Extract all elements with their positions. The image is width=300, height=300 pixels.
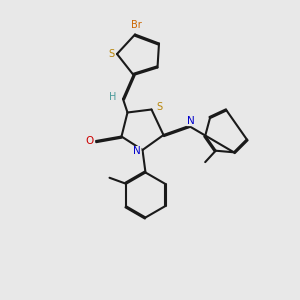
Text: H: H (109, 92, 116, 103)
Text: S: S (156, 101, 162, 112)
Text: O: O (86, 136, 94, 146)
Text: N: N (187, 116, 194, 126)
Text: N: N (133, 146, 141, 157)
Text: S: S (109, 49, 115, 59)
Text: Br: Br (131, 20, 142, 30)
